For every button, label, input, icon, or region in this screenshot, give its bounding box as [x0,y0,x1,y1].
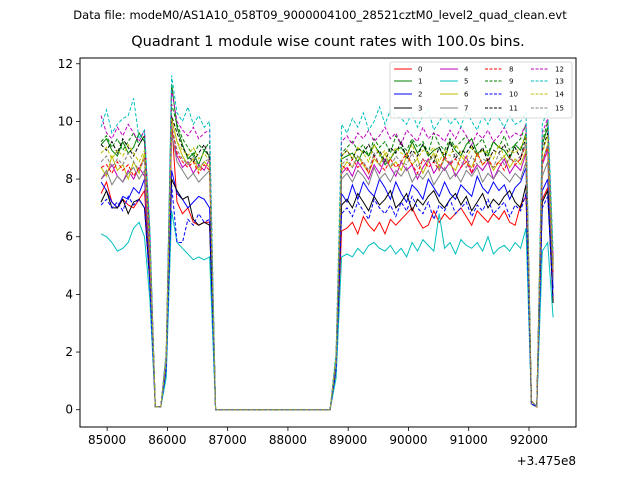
series-line-9 [100,103,554,411]
legend-label-14: 14 [555,91,564,99]
legend-label-7: 7 [464,105,468,113]
x-tick-label: 88000 [269,433,307,447]
y-tick-label: 8 [65,172,73,186]
y-tick-label: 0 [65,403,73,417]
series-line-5 [100,210,554,411]
y-tick-label: 6 [65,230,73,244]
x-tick-label: 92000 [510,433,548,447]
x-tick-label: 90000 [389,433,427,447]
x-tick-label: 91000 [450,433,488,447]
series-line-13 [100,75,554,411]
x-tick-label: 87000 [209,433,247,447]
legend-label-11: 11 [509,105,518,113]
x-offset-label: +3.475e8 [517,454,576,468]
series-line-12 [100,89,554,411]
legend-label-0: 0 [418,66,422,74]
series-line-11 [100,115,554,411]
legend-label-3: 3 [418,105,422,113]
x-tick-label: 89000 [329,433,367,447]
y-tick-label: 10 [58,114,73,128]
x-tick-label: 86000 [148,433,186,447]
y-tick-label: 12 [58,57,73,71]
figure-suptitle: Data file: modeM0/AS1A10_058T09_90000041… [73,8,567,22]
legend-label-12: 12 [555,66,564,74]
legend-label-8: 8 [509,66,513,74]
series-line-10 [100,184,554,411]
series-line-14 [100,118,554,411]
legend-label-2: 2 [418,91,422,99]
legend-label-9: 9 [509,78,513,86]
legend-label-4: 4 [464,66,469,74]
y-tick-label: 4 [65,287,73,301]
legend-label-15: 15 [555,105,564,113]
legend-label-6: 6 [464,91,469,99]
y-tick-label: 2 [65,345,73,359]
series-line-15 [100,124,554,411]
legend-label-5: 5 [464,78,468,86]
legend-box [389,61,573,119]
legend-label-13: 13 [555,78,564,86]
axes-frame [79,57,577,428]
legend-label-1: 1 [418,78,422,86]
legend-label-10: 10 [509,91,518,99]
x-tick-label: 85000 [88,433,126,447]
plot-title: Quadrant 1 module wise count rates with … [131,34,525,50]
